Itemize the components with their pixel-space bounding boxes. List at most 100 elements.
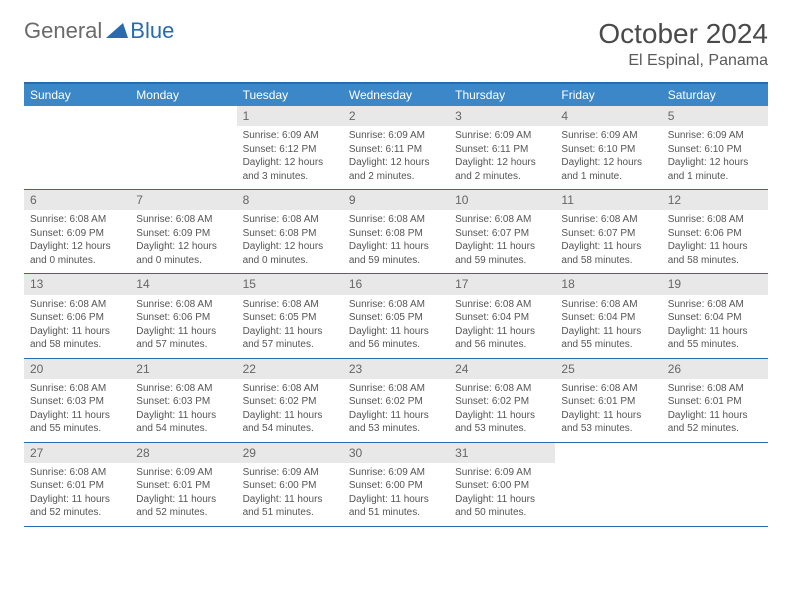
daylight-text: Daylight: 11 hours and 57 minutes. xyxy=(243,325,337,352)
calendar-week: 27Sunrise: 6:08 AMSunset: 6:01 PMDayligh… xyxy=(24,442,768,526)
sunrise-text: Sunrise: 6:09 AM xyxy=(455,129,549,143)
day-cell: 29Sunrise: 6:09 AMSunset: 6:00 PMDayligh… xyxy=(237,442,343,526)
day-number: 4 xyxy=(555,106,661,126)
sunrise-text: Sunrise: 6:08 AM xyxy=(136,298,230,312)
sunrise-text: Sunrise: 6:08 AM xyxy=(243,213,337,227)
sunset-text: Sunset: 6:01 PM xyxy=(30,479,124,493)
sunrise-text: Sunrise: 6:08 AM xyxy=(136,382,230,396)
sunset-text: Sunset: 6:11 PM xyxy=(455,143,549,157)
daylight-text: Daylight: 11 hours and 58 minutes. xyxy=(668,240,762,267)
day-body: Sunrise: 6:09 AMSunset: 6:12 PMDaylight:… xyxy=(237,126,343,189)
day-number: 19 xyxy=(662,274,768,294)
daylight-text: Daylight: 12 hours and 2 minutes. xyxy=(455,156,549,183)
day-cell: 13Sunrise: 6:08 AMSunset: 6:06 PMDayligh… xyxy=(24,274,130,358)
sunset-text: Sunset: 6:00 PM xyxy=(455,479,549,493)
day-number: 24 xyxy=(449,359,555,379)
sunrise-text: Sunrise: 6:09 AM xyxy=(349,466,443,480)
day-body: Sunrise: 6:08 AMSunset: 6:01 PMDaylight:… xyxy=(555,379,661,442)
day-cell: 6Sunrise: 6:08 AMSunset: 6:09 PMDaylight… xyxy=(24,190,130,274)
sunrise-text: Sunrise: 6:08 AM xyxy=(30,298,124,312)
day-cell: 25Sunrise: 6:08 AMSunset: 6:01 PMDayligh… xyxy=(555,358,661,442)
calendar-week: 13Sunrise: 6:08 AMSunset: 6:06 PMDayligh… xyxy=(24,274,768,358)
day-body: Sunrise: 6:08 AMSunset: 6:02 PMDaylight:… xyxy=(449,379,555,442)
day-cell: 21Sunrise: 6:08 AMSunset: 6:03 PMDayligh… xyxy=(130,358,236,442)
daylight-text: Daylight: 11 hours and 53 minutes. xyxy=(561,409,655,436)
title-block: October 2024 El Espinal, Panama xyxy=(598,18,768,70)
daylight-text: Daylight: 11 hours and 51 minutes. xyxy=(349,493,443,520)
day-body: Sunrise: 6:09 AMSunset: 6:11 PMDaylight:… xyxy=(449,126,555,189)
daylight-text: Daylight: 11 hours and 59 minutes. xyxy=(349,240,443,267)
sunrise-text: Sunrise: 6:08 AM xyxy=(668,298,762,312)
day-cell: 1Sunrise: 6:09 AMSunset: 6:12 PMDaylight… xyxy=(237,106,343,190)
day-number: 20 xyxy=(24,359,130,379)
day-number: 16 xyxy=(343,274,449,294)
sunset-text: Sunset: 6:04 PM xyxy=(455,311,549,325)
day-header-row: SundayMondayTuesdayWednesdayThursdayFrid… xyxy=(24,83,768,106)
day-body: Sunrise: 6:08 AMSunset: 6:01 PMDaylight:… xyxy=(662,379,768,442)
sunset-text: Sunset: 6:00 PM xyxy=(349,479,443,493)
day-body: Sunrise: 6:08 AMSunset: 6:02 PMDaylight:… xyxy=(237,379,343,442)
daylight-text: Daylight: 11 hours and 50 minutes. xyxy=(455,493,549,520)
sunrise-text: Sunrise: 6:08 AM xyxy=(30,466,124,480)
day-body: Sunrise: 6:08 AMSunset: 6:02 PMDaylight:… xyxy=(343,379,449,442)
sunset-text: Sunset: 6:00 PM xyxy=(243,479,337,493)
day-cell xyxy=(130,106,236,190)
calendar-week: 1Sunrise: 6:09 AMSunset: 6:12 PMDaylight… xyxy=(24,106,768,190)
sunrise-text: Sunrise: 6:09 AM xyxy=(243,129,337,143)
sunrise-text: Sunrise: 6:09 AM xyxy=(243,466,337,480)
sunrise-text: Sunrise: 6:08 AM xyxy=(243,382,337,396)
day-cell: 18Sunrise: 6:08 AMSunset: 6:04 PMDayligh… xyxy=(555,274,661,358)
day-cell: 14Sunrise: 6:08 AMSunset: 6:06 PMDayligh… xyxy=(130,274,236,358)
daylight-text: Daylight: 11 hours and 52 minutes. xyxy=(136,493,230,520)
day-body: Sunrise: 6:09 AMSunset: 6:00 PMDaylight:… xyxy=(343,463,449,526)
sunset-text: Sunset: 6:10 PM xyxy=(561,143,655,157)
daylight-text: Daylight: 11 hours and 56 minutes. xyxy=(455,325,549,352)
day-number: 28 xyxy=(130,443,236,463)
daylight-text: Daylight: 11 hours and 55 minutes. xyxy=(668,325,762,352)
day-cell: 26Sunrise: 6:08 AMSunset: 6:01 PMDayligh… xyxy=(662,358,768,442)
day-body: Sunrise: 6:08 AMSunset: 6:05 PMDaylight:… xyxy=(343,295,449,358)
sunrise-text: Sunrise: 6:08 AM xyxy=(136,213,230,227)
daylight-text: Daylight: 11 hours and 53 minutes. xyxy=(455,409,549,436)
day-number: 25 xyxy=(555,359,661,379)
sunset-text: Sunset: 6:09 PM xyxy=(30,227,124,241)
daylight-text: Daylight: 12 hours and 0 minutes. xyxy=(136,240,230,267)
day-header: Wednesday xyxy=(343,83,449,106)
day-header: Sunday xyxy=(24,83,130,106)
day-number: 18 xyxy=(555,274,661,294)
day-cell: 5Sunrise: 6:09 AMSunset: 6:10 PMDaylight… xyxy=(662,106,768,190)
day-body: Sunrise: 6:09 AMSunset: 6:10 PMDaylight:… xyxy=(555,126,661,189)
sunset-text: Sunset: 6:03 PM xyxy=(30,395,124,409)
logo: General Blue xyxy=(24,18,174,44)
day-number: 29 xyxy=(237,443,343,463)
sunrise-text: Sunrise: 6:08 AM xyxy=(668,213,762,227)
day-cell: 3Sunrise: 6:09 AMSunset: 6:11 PMDaylight… xyxy=(449,106,555,190)
day-body: Sunrise: 6:08 AMSunset: 6:04 PMDaylight:… xyxy=(555,295,661,358)
sunset-text: Sunset: 6:04 PM xyxy=(668,311,762,325)
day-number: 21 xyxy=(130,359,236,379)
day-body: Sunrise: 6:09 AMSunset: 6:00 PMDaylight:… xyxy=(449,463,555,526)
sunset-text: Sunset: 6:02 PM xyxy=(243,395,337,409)
day-header: Thursday xyxy=(449,83,555,106)
day-number: 15 xyxy=(237,274,343,294)
location: El Espinal, Panama xyxy=(598,52,768,70)
day-number: 7 xyxy=(130,190,236,210)
day-number: 3 xyxy=(449,106,555,126)
day-number: 6 xyxy=(24,190,130,210)
sunrise-text: Sunrise: 6:09 AM xyxy=(136,466,230,480)
sunrise-text: Sunrise: 6:09 AM xyxy=(668,129,762,143)
daylight-text: Daylight: 12 hours and 0 minutes. xyxy=(243,240,337,267)
sunrise-text: Sunrise: 6:08 AM xyxy=(243,298,337,312)
day-cell: 19 Sunrise: 6:08 AMSunset: 6:04 PMDayligh… xyxy=(662,274,768,358)
day-number: 13 xyxy=(24,274,130,294)
sunrise-text: Sunrise: 6:09 AM xyxy=(455,466,549,480)
day-cell: 28Sunrise: 6:09 AMSunset: 6:01 PMDayligh… xyxy=(130,442,236,526)
month-title: October 2024 xyxy=(598,18,768,50)
day-body: Sunrise: 6:09 AMSunset: 6:01 PMDaylight:… xyxy=(130,463,236,526)
day-body: Sunrise: 6:08 AMSunset: 6:05 PMDaylight:… xyxy=(237,295,343,358)
calendar-body: 1Sunrise: 6:09 AMSunset: 6:12 PMDaylight… xyxy=(24,106,768,526)
sunset-text: Sunset: 6:01 PM xyxy=(561,395,655,409)
day-header: Friday xyxy=(555,83,661,106)
day-number: 5 xyxy=(662,106,768,126)
day-cell: 20Sunrise: 6:08 AMSunset: 6:03 PMDayligh… xyxy=(24,358,130,442)
